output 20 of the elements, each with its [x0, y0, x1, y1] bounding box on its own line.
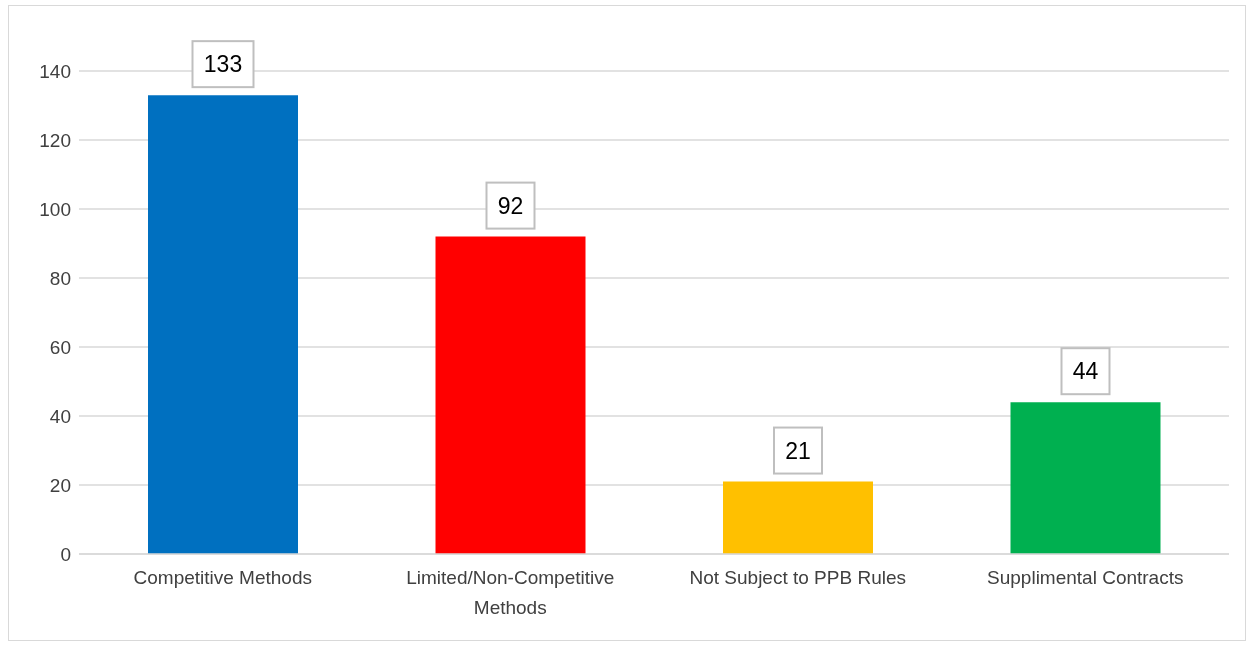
x-tick-label: Supplimental Contracts	[987, 567, 1184, 588]
data-label: 92	[497, 192, 524, 219]
y-tick-label: 20	[49, 474, 71, 496]
data-label: 44	[1072, 358, 1099, 385]
y-tick-label: 80	[49, 267, 71, 289]
data-label: 133	[203, 51, 243, 78]
bar	[723, 481, 873, 554]
x-tick-label: Competitive Methods	[133, 567, 312, 588]
y-tick-label: 140	[39, 60, 71, 82]
data-label: 21	[785, 437, 811, 464]
bar	[148, 95, 298, 554]
bar	[435, 236, 586, 554]
y-tick-label: 120	[39, 129, 71, 151]
y-tick-label: 0	[60, 543, 71, 565]
x-tick-label: Limited/Non-Competitive Methods	[406, 567, 615, 618]
bar	[1010, 402, 1161, 554]
y-tick-label: 40	[49, 405, 71, 427]
y-tick-label: 60	[49, 336, 71, 358]
y-tick-label: 100	[39, 198, 71, 220]
x-tick-label: Not Subject to PPB Rules	[689, 567, 906, 588]
